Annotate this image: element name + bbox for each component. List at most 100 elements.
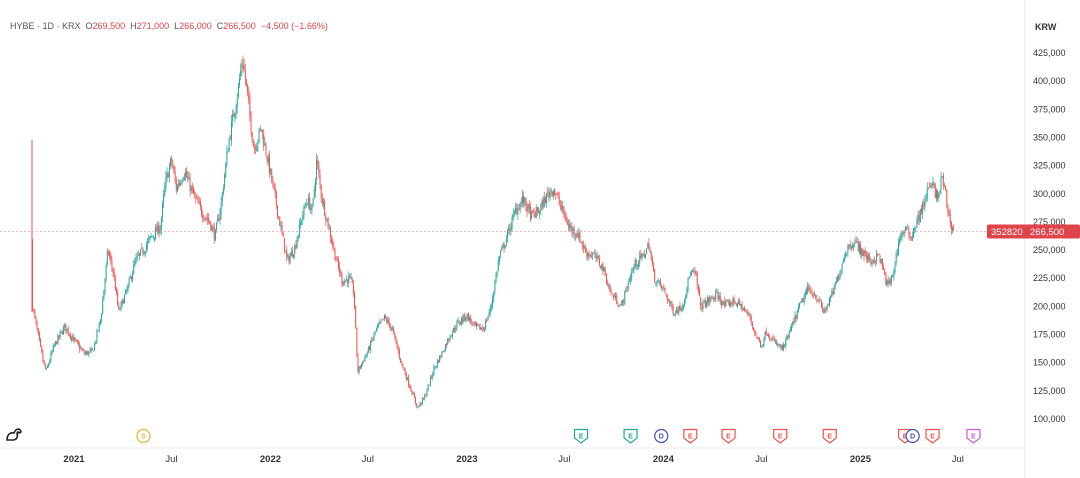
event-marker[interactable]: S bbox=[136, 428, 151, 444]
candle-body bbox=[500, 251, 502, 256]
candle-body bbox=[601, 263, 603, 270]
candle-body bbox=[339, 266, 341, 274]
candle-body bbox=[334, 247, 336, 260]
tradingview-logo[interactable] bbox=[6, 428, 22, 441]
candle-body bbox=[317, 160, 319, 165]
candle-body bbox=[888, 280, 890, 284]
candle-body bbox=[389, 323, 391, 329]
candle-body bbox=[256, 145, 258, 152]
candle-body bbox=[941, 176, 943, 178]
candle-body bbox=[839, 274, 841, 280]
candle-body bbox=[557, 193, 559, 197]
candle-body bbox=[452, 327, 454, 333]
candle-body bbox=[32, 240, 34, 311]
candle-body bbox=[734, 302, 736, 304]
candle-body bbox=[370, 340, 372, 351]
event-marker[interactable]: E bbox=[683, 428, 698, 444]
candle-body bbox=[588, 253, 590, 256]
candle-body bbox=[894, 263, 896, 273]
candle-body bbox=[693, 271, 695, 273]
candle-body bbox=[443, 350, 445, 352]
candle-body bbox=[89, 350, 91, 351]
event-marker[interactable]: E bbox=[925, 428, 940, 444]
candle-body bbox=[869, 255, 871, 262]
candle-body bbox=[318, 164, 320, 174]
price-tick-label: 125,000 bbox=[1033, 386, 1066, 396]
candle-body bbox=[624, 290, 626, 304]
event-marker[interactable]: D bbox=[654, 428, 669, 444]
candle-body bbox=[232, 114, 234, 121]
candle-body bbox=[357, 355, 359, 372]
candle-body bbox=[788, 331, 790, 338]
candle-body bbox=[342, 282, 344, 285]
event-marker[interactable]: E bbox=[721, 428, 736, 444]
candle-body bbox=[275, 192, 277, 206]
candle-body bbox=[382, 318, 384, 320]
candle-body bbox=[750, 317, 752, 322]
candle-body bbox=[253, 147, 255, 149]
candle-body bbox=[466, 313, 468, 319]
candle-body bbox=[137, 254, 139, 256]
candle-body bbox=[403, 367, 405, 370]
candle-body bbox=[218, 218, 220, 221]
candle-body bbox=[863, 250, 865, 257]
candle-body bbox=[319, 175, 321, 185]
candle-body bbox=[493, 293, 495, 300]
event-marker[interactable]: E bbox=[822, 428, 837, 444]
candle-body bbox=[914, 228, 916, 230]
candle-body bbox=[136, 255, 138, 258]
candle-body bbox=[193, 187, 195, 195]
candle-body bbox=[364, 356, 366, 362]
candle-body bbox=[365, 355, 367, 357]
high-value: 271,000 bbox=[136, 21, 170, 31]
candle-body bbox=[701, 306, 703, 310]
candle-body bbox=[917, 214, 919, 223]
event-marker[interactable]: E bbox=[573, 428, 589, 444]
candle-body bbox=[533, 211, 535, 213]
candle-body bbox=[109, 253, 111, 257]
candle-body bbox=[689, 275, 691, 277]
candle-body bbox=[314, 180, 316, 192]
candle-body bbox=[620, 303, 622, 305]
candle-body bbox=[373, 333, 375, 339]
candle-body bbox=[504, 245, 506, 248]
candle-body bbox=[333, 246, 335, 248]
candle-body bbox=[431, 376, 433, 378]
candle-body bbox=[107, 251, 109, 254]
candle-body bbox=[287, 255, 289, 257]
time-axis[interactable]: 2021 Jul 2022 Jul 2023 Jul 2024 Jul 2025 Jul bbox=[63, 454, 964, 465]
event-marker[interactable]: E bbox=[773, 428, 788, 444]
candle-body bbox=[776, 341, 778, 345]
candle-body bbox=[754, 330, 756, 334]
candle-body bbox=[759, 341, 761, 348]
event-label: E bbox=[726, 434, 731, 441]
candle-body bbox=[749, 314, 751, 318]
candle-body bbox=[815, 295, 817, 299]
candle-body bbox=[41, 346, 43, 353]
candle-body bbox=[809, 288, 811, 291]
candle-body bbox=[454, 328, 456, 331]
candle-body bbox=[451, 332, 453, 337]
candle-body bbox=[656, 281, 658, 285]
event-label: E bbox=[930, 434, 935, 441]
candle-body bbox=[780, 346, 782, 348]
candle-body bbox=[316, 159, 318, 180]
open-label: O bbox=[85, 21, 93, 31]
candle-body bbox=[122, 300, 124, 304]
candle-body bbox=[873, 260, 875, 262]
candle-body bbox=[860, 244, 862, 255]
candle-body bbox=[133, 264, 135, 274]
event-marker[interactable]: D bbox=[905, 428, 920, 444]
event-marker[interactable]: E bbox=[623, 428, 638, 444]
candle-body bbox=[636, 265, 638, 267]
price-axis[interactable]: 100,000 125,000 150,000 175,000 200,000 225,0… bbox=[1033, 48, 1066, 424]
candle-body bbox=[792, 321, 794, 326]
candle-body bbox=[201, 207, 203, 215]
candle-body bbox=[405, 373, 407, 380]
candle-body bbox=[930, 185, 932, 188]
candle-body bbox=[609, 284, 611, 292]
candle-body bbox=[112, 268, 114, 273]
event-marker[interactable]: E bbox=[966, 428, 981, 444]
candle-body bbox=[626, 288, 628, 290]
